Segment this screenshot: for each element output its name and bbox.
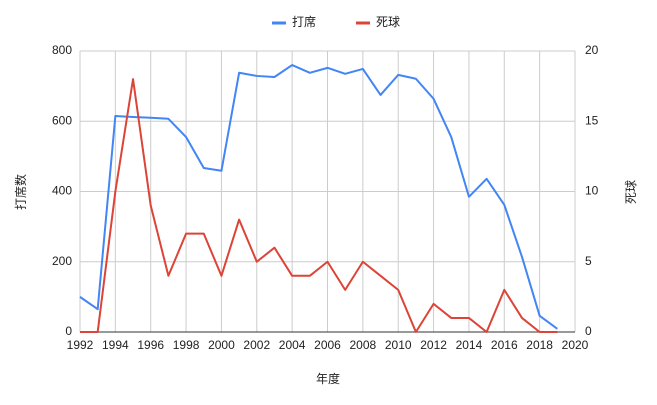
y2-tick-label: 0	[585, 324, 592, 338]
x-tick-label: 2006	[314, 338, 341, 352]
x-tick-label: 2016	[491, 338, 518, 352]
x-tick-label: 2004	[279, 338, 306, 352]
y-tick-label: 0	[65, 324, 72, 338]
y2-tick-label: 10	[585, 184, 599, 198]
legend-label: 打席	[292, 14, 316, 29]
series-line	[79, 64, 558, 330]
y-axis-title: 打席数	[13, 174, 28, 210]
y-tick-label: 400	[52, 184, 72, 198]
x-tick-label: 1998	[173, 338, 200, 352]
x-tick-label: 1996	[137, 338, 164, 352]
y2-tick-label: 5	[585, 254, 592, 268]
x-tick-label: 1994	[102, 338, 129, 352]
x-tick-label: 2012	[420, 338, 447, 352]
series-line	[80, 78, 558, 333]
x-tick-label: 2020	[562, 338, 589, 352]
x-tick-label: 2002	[243, 338, 270, 352]
x-tick-label: 2014	[456, 338, 483, 352]
x-tick-label: 2000	[208, 338, 235, 352]
x-tick-label: 2018	[526, 338, 553, 352]
legend-label: 死球	[376, 15, 400, 29]
y-tick-label: 800	[52, 43, 72, 57]
x-tick-label: 2008	[350, 338, 377, 352]
y2-tick-label: 15	[585, 113, 599, 127]
x-tick-label: 1992	[67, 338, 94, 352]
y-tick-label: 600	[52, 113, 72, 127]
x-axis-title: 年度	[316, 371, 340, 386]
y-tick-label: 200	[52, 254, 72, 268]
y2-tick-label: 20	[585, 43, 599, 57]
x-tick-label: 2010	[385, 338, 412, 352]
y2-axis-title: 死球	[624, 180, 638, 204]
